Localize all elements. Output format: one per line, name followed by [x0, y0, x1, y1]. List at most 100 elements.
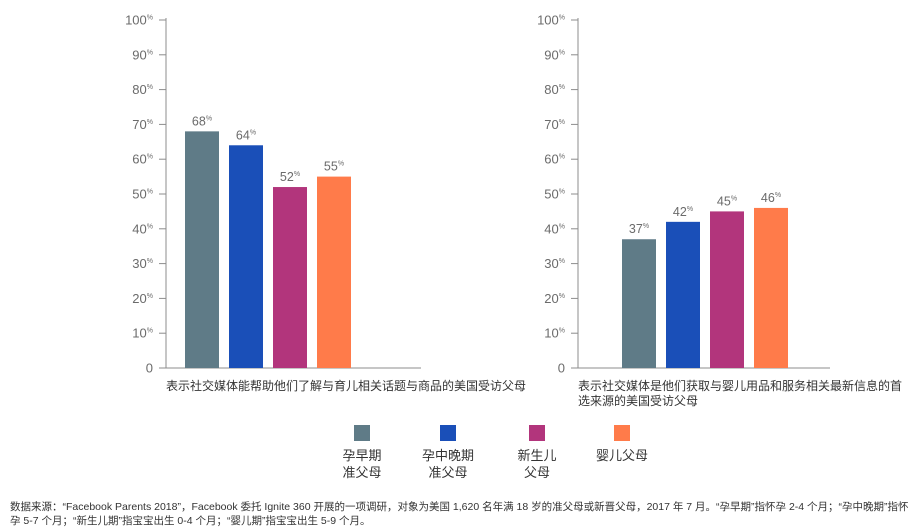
value-number: 46	[761, 191, 775, 205]
right-chart-caption: 表示社交媒体是他们获取与婴儿用品和服务相关最新信息的首选来源的美国受访父母	[578, 379, 903, 408]
y-tick-label: 10%	[132, 326, 153, 341]
legend-item-late-pregnancy: 孕中晚期 准父母	[408, 425, 488, 481]
y-tick-value: 10	[544, 326, 558, 341]
y-tick-unit: %	[559, 223, 565, 230]
y-tick-label: 90%	[132, 47, 153, 62]
value-unit: %	[294, 171, 300, 178]
value-unit: %	[250, 129, 256, 136]
y-tick-unit: %	[559, 328, 565, 335]
y-tick-unit: %	[559, 154, 565, 161]
y-tick-value: 30	[132, 256, 146, 271]
y-tick-value: 70	[132, 117, 146, 132]
y-tick-value: 80	[132, 82, 146, 97]
legend-label-newborn-parents: 新生儿 父母	[517, 448, 557, 480]
y-tick-value: 40	[544, 221, 558, 236]
y-tick-unit: %	[147, 189, 153, 196]
y-tick-label: 80%	[544, 82, 565, 97]
legend-swatch-late-pregnancy	[440, 425, 456, 441]
y-tick-label: 100%	[125, 13, 153, 28]
y-tick-value: 20	[132, 291, 146, 306]
value-number: 55	[324, 160, 338, 174]
y-tick-value: 70	[544, 117, 558, 132]
bar-late-pregnancy	[229, 145, 263, 368]
legend-item-newborn-parents: 新生儿 父母	[497, 425, 577, 481]
y-tick-value: 60	[132, 152, 146, 167]
value-label-infant-parents: 55%	[324, 160, 344, 174]
bar-newborn-parents	[273, 187, 307, 368]
y-tick-label: 0	[558, 361, 565, 376]
y-tick-value: 90	[132, 47, 146, 62]
value-label-late-pregnancy: 64%	[236, 128, 256, 142]
y-tick-label: 80%	[132, 82, 153, 97]
y-tick-unit: %	[559, 189, 565, 196]
y-tick-unit: %	[559, 293, 565, 300]
y-tick-label: 20%	[132, 291, 153, 306]
y-tick-label: 50%	[132, 187, 153, 202]
legend-swatch-newborn-parents	[529, 425, 545, 441]
bar-early-pregnancy	[185, 131, 219, 368]
y-tick-label: 100%	[537, 13, 565, 28]
bar-early-pregnancy	[622, 239, 656, 368]
y-tick-unit: %	[147, 84, 153, 91]
y-tick-label: 60%	[132, 152, 153, 167]
bar-newborn-parents	[710, 211, 744, 368]
y-tick-unit: %	[147, 293, 153, 300]
value-number: 42	[673, 205, 687, 219]
left-chart: 010%20%30%40%50%60%70%80%90%100%68%64%52…	[125, 13, 421, 376]
y-tick-label: 70%	[544, 117, 565, 132]
value-label-infant-parents: 46%	[761, 191, 781, 205]
y-tick-unit: %	[147, 258, 153, 265]
y-tick-label: 70%	[132, 117, 153, 132]
value-number: 52	[280, 170, 294, 184]
value-number: 64	[236, 128, 250, 142]
value-label-newborn-parents: 45%	[717, 194, 737, 208]
source-footnote: 数据来源：“Facebook Parents 2018”，Facebook 委托…	[10, 501, 909, 527]
y-tick-label: 30%	[544, 256, 565, 271]
y-tick-unit: %	[147, 15, 153, 22]
legend-swatch-infant-parents	[614, 425, 630, 441]
value-unit: %	[731, 195, 737, 202]
value-label-newborn-parents: 52%	[280, 170, 300, 184]
y-tick-label: 30%	[132, 256, 153, 271]
value-label-late-pregnancy: 42%	[673, 205, 693, 219]
y-tick-value: 30	[544, 256, 558, 271]
legend-label-infant-parents: 婴儿父母	[595, 448, 648, 463]
y-tick-value: 100	[537, 13, 559, 28]
y-tick-unit: %	[147, 119, 153, 126]
y-tick-unit: %	[147, 223, 153, 230]
bar-infant-parents	[754, 207, 788, 368]
y-tick-label: 0	[146, 361, 153, 376]
y-tick-unit: %	[559, 15, 565, 22]
y-tick-label: 40%	[132, 221, 153, 236]
legend-swatch-early-pregnancy	[354, 425, 370, 441]
y-tick-label: 20%	[544, 291, 565, 306]
value-number: 68	[192, 114, 206, 128]
y-tick-label: 10%	[544, 326, 565, 341]
value-unit: %	[338, 161, 344, 168]
charts-canvas: 010%20%30%40%50%60%70%80%90%100%68%64%52…	[125, 13, 830, 376]
legend-item-infant-parents: 婴儿父母	[582, 425, 662, 464]
y-tick-value: 0	[558, 361, 565, 376]
left-chart-caption: 表示社交媒体能帮助他们了解与育儿相关话题与商品的美国受访父母	[166, 379, 527, 393]
y-tick-value: 100	[125, 13, 147, 28]
y-tick-label: 40%	[544, 221, 565, 236]
y-tick-unit: %	[147, 154, 153, 161]
y-tick-value: 50	[132, 187, 146, 202]
legend-item-early-pregnancy: 孕早期 准父母	[322, 425, 402, 481]
y-tick-unit: %	[559, 84, 565, 91]
y-tick-value: 40	[132, 221, 146, 236]
y-tick-label: 90%	[544, 47, 565, 62]
bar-infant-parents	[317, 176, 351, 368]
y-tick-unit: %	[559, 258, 565, 265]
y-tick-value: 60	[544, 152, 558, 167]
value-unit: %	[206, 115, 212, 122]
value-unit: %	[687, 206, 693, 213]
y-tick-unit: %	[559, 119, 565, 126]
value-label-early-pregnancy: 37%	[629, 222, 649, 236]
bar-late-pregnancy	[666, 221, 700, 368]
value-unit: %	[643, 223, 649, 230]
y-tick-value: 50	[544, 187, 558, 202]
legend-label-early-pregnancy: 孕早期 准父母	[342, 448, 382, 480]
y-tick-value: 10	[132, 326, 146, 341]
y-tick-value: 0	[146, 361, 153, 376]
